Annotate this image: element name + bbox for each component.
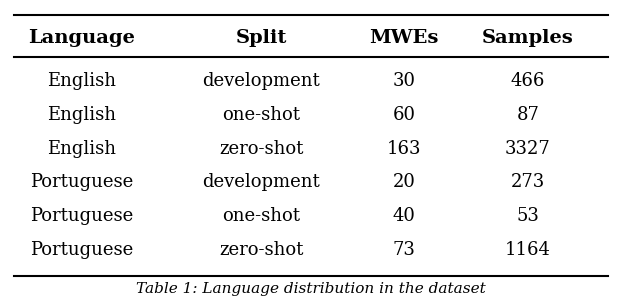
Text: 40: 40 <box>392 207 415 225</box>
Text: Portuguese: Portuguese <box>30 241 134 259</box>
Text: development: development <box>203 72 320 90</box>
Text: 20: 20 <box>392 173 415 192</box>
Text: one-shot: one-shot <box>223 207 300 225</box>
Text: Split: Split <box>236 29 287 47</box>
Text: Portuguese: Portuguese <box>30 207 134 225</box>
Text: MWEs: MWEs <box>369 29 439 47</box>
Text: one-shot: one-shot <box>223 106 300 124</box>
Text: 3327: 3327 <box>505 140 550 158</box>
Text: English: English <box>47 140 116 158</box>
Text: English: English <box>47 106 116 124</box>
Text: 53: 53 <box>516 207 539 225</box>
Text: zero-shot: zero-shot <box>220 140 304 158</box>
Text: Table 1: Language distribution in the dataset: Table 1: Language distribution in the da… <box>136 282 486 296</box>
Text: Samples: Samples <box>482 29 573 47</box>
Text: Portuguese: Portuguese <box>30 173 134 192</box>
Text: 87: 87 <box>516 106 539 124</box>
Text: development: development <box>203 173 320 192</box>
Text: 273: 273 <box>511 173 545 192</box>
Text: Language: Language <box>29 29 136 47</box>
Text: English: English <box>47 72 116 90</box>
Text: 1164: 1164 <box>505 241 550 259</box>
Text: 60: 60 <box>392 106 415 124</box>
Text: 466: 466 <box>511 72 545 90</box>
Text: 73: 73 <box>392 241 415 259</box>
Text: 163: 163 <box>387 140 421 158</box>
Text: 30: 30 <box>392 72 415 90</box>
Text: zero-shot: zero-shot <box>220 241 304 259</box>
